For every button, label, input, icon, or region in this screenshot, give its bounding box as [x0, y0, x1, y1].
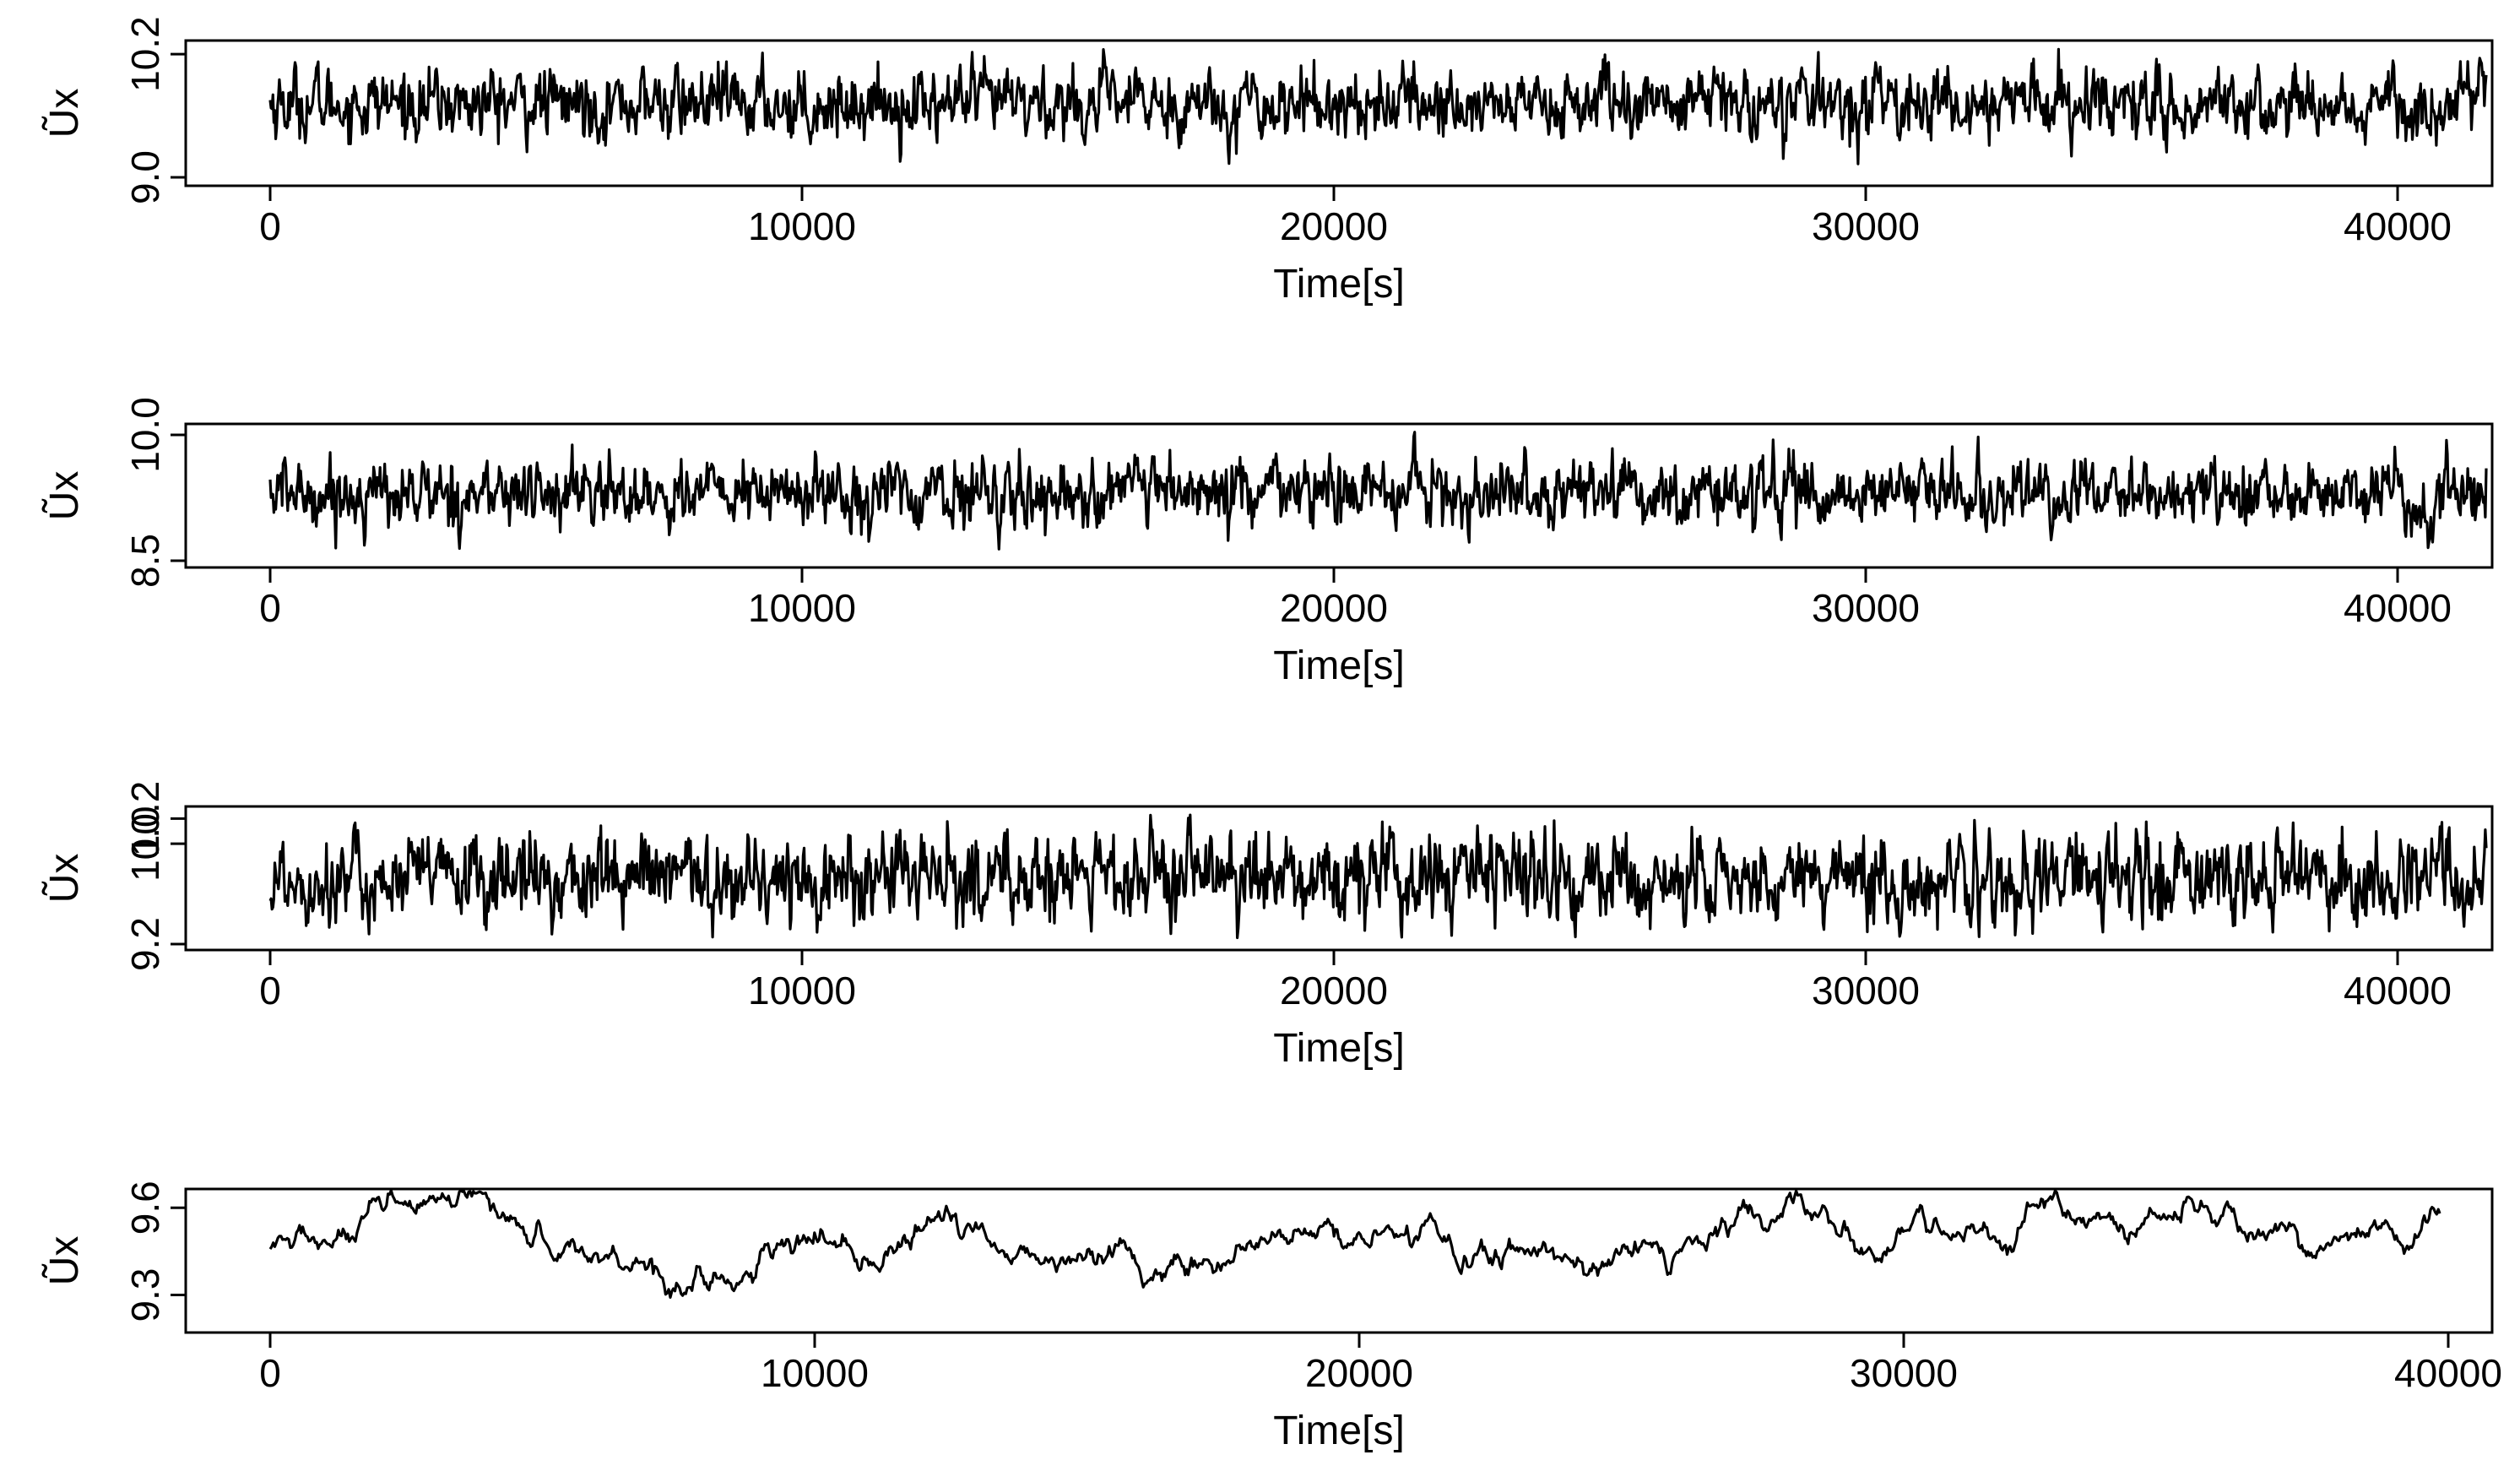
plot-frame: [184, 422, 2494, 569]
x-tick-label: 40000: [2394, 1351, 2502, 1395]
y-tick-label: 9.2: [123, 917, 167, 971]
y-axis-label: Ũx: [41, 89, 87, 138]
series-line: [268, 47, 2488, 166]
y-tick-label: 8.5: [123, 534, 167, 588]
y-tick-label: 10.2: [123, 16, 167, 92]
x-tick-label: 10000: [761, 1351, 869, 1395]
x-tick-label: 10000: [748, 969, 856, 1012]
x-tick-label: 30000: [1812, 204, 1920, 248]
y-tick-label: 9.0: [123, 150, 167, 204]
series-line: [268, 813, 2488, 940]
panel-3: 0 10000 20000 30000 40000 Time[s] 9.2 10.010.2 Ũ…: [41, 781, 2494, 1071]
y-tick-label: 9.3: [123, 1268, 167, 1322]
x-tick-label: 40000: [2344, 969, 2452, 1012]
y-tick-label: 10.2: [123, 781, 167, 857]
x-axis-label: Time[s]: [1273, 1026, 1405, 1071]
x-tick-label: 20000: [1280, 969, 1388, 1012]
series-line: [268, 1189, 2441, 1299]
y-tick-label: 9.6: [123, 1181, 167, 1235]
x-tick-label: 30000: [1850, 1351, 1958, 1395]
y-axis-label: Ũx: [41, 1236, 87, 1286]
y-tick-label: 10.0: [123, 397, 167, 473]
x-tick-label: 0: [259, 1351, 281, 1395]
panel-1: 0 10000 20000 30000 40000 Time[s] 9.0 10.2 Ũx: [41, 16, 2494, 307]
x-tick-label: 40000: [2344, 204, 2452, 248]
series-line: [268, 431, 2488, 551]
x-axis-label: Time[s]: [1273, 262, 1405, 307]
x-tick-label: 0: [259, 969, 281, 1012]
x-tick-label: 10000: [748, 586, 856, 630]
x-tick-label: 30000: [1812, 586, 1920, 630]
y-axis-label: Ũx: [41, 854, 87, 904]
plot-frame: [184, 39, 2494, 187]
x-tick-label: 20000: [1280, 204, 1388, 248]
y-tick-label: 10.0: [123, 806, 167, 882]
panel-4: 0 10000 20000 30000 40000 Time[s] 9.3 9.6 Ũx: [41, 1181, 2502, 1453]
x-axis-label: Time[s]: [1273, 643, 1405, 688]
plot-frame: [184, 805, 2494, 952]
x-tick-label: 0: [259, 204, 281, 248]
panel-2: 0 10000 20000 30000 40000 Time[s] 8.5 10.0 Ũx: [41, 397, 2494, 688]
x-tick-label: 10000: [748, 204, 856, 248]
x-tick-label: 20000: [1280, 586, 1388, 630]
y-axis-label: Ũx: [41, 471, 87, 521]
x-tick-label: 20000: [1305, 1351, 1413, 1395]
x-tick-label: 0: [259, 586, 281, 630]
plot-frame: [184, 1187, 2494, 1334]
x-tick-label: 40000: [2344, 586, 2452, 630]
x-tick-label: 30000: [1812, 969, 1920, 1012]
x-axis-label: Time[s]: [1273, 1409, 1405, 1453]
